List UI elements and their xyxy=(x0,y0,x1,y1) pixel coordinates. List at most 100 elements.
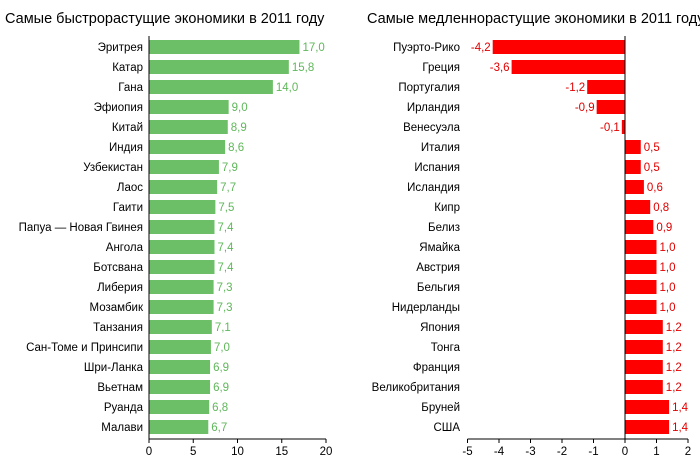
data-label: 6,7 xyxy=(211,422,227,434)
data-label: 1,2 xyxy=(666,362,682,374)
category-label: Вьетнам xyxy=(97,382,143,394)
chart-title: Самые быстрорастущие экономики в 2011 го… xyxy=(5,11,325,27)
category-label: Великобритания xyxy=(372,382,460,394)
x-axis-ticks: 0 5 10 15 20 xyxy=(146,439,333,458)
bar xyxy=(625,340,663,354)
tick-label: -1 xyxy=(588,446,598,458)
data-label: 7,5 xyxy=(218,202,234,214)
category-label: Бельгия xyxy=(417,282,460,294)
bar xyxy=(149,220,215,234)
data-label: 1,0 xyxy=(660,242,676,254)
category-label: Италия xyxy=(421,142,460,154)
bar xyxy=(149,80,273,94)
bar xyxy=(511,60,625,74)
data-label: 1,0 xyxy=(660,262,676,274)
category-label: Португалия xyxy=(398,82,460,94)
category-label: Индия xyxy=(109,142,143,154)
data-label: 6,8 xyxy=(212,402,228,414)
bar xyxy=(149,100,229,114)
category-label: Китай xyxy=(112,122,143,134)
tick-label: -5 xyxy=(462,446,472,458)
bar xyxy=(149,60,289,74)
bar xyxy=(149,280,214,294)
category-labels: Эритрея Катар Гана Эфиопия Китай Индия Узбекис… xyxy=(19,42,144,434)
data-label: 0,6 xyxy=(647,182,663,194)
tick-label: 10 xyxy=(231,446,244,458)
category-label: Испания xyxy=(414,162,460,174)
data-label: -1,2 xyxy=(565,82,585,94)
bar xyxy=(625,140,641,154)
category-label: Танзания xyxy=(93,322,143,334)
bar xyxy=(492,40,625,54)
category-label: Гаити xyxy=(113,202,143,214)
category-label: Нидерланды xyxy=(392,302,460,314)
bar xyxy=(149,200,216,214)
category-labels: Пуэрто-Рико Греция Португалия Ирландия Венес… xyxy=(372,42,461,434)
data-label: 7,1 xyxy=(215,322,231,334)
data-label: 1,0 xyxy=(660,282,676,294)
bar xyxy=(625,160,641,174)
data-label: 0,5 xyxy=(644,162,660,174)
data-label: 9,0 xyxy=(232,102,248,114)
bar xyxy=(625,220,654,234)
bar xyxy=(625,380,663,394)
bar xyxy=(149,420,209,434)
bar xyxy=(621,120,625,134)
bar xyxy=(149,340,211,354)
bar xyxy=(149,240,215,254)
category-label: Руанда xyxy=(104,402,144,414)
bar xyxy=(625,400,670,414)
category-label: Венесуэла xyxy=(403,122,461,134)
data-label: 0,8 xyxy=(653,202,669,214)
data-label: 15,8 xyxy=(292,62,314,74)
bar xyxy=(149,260,215,274)
category-label: Ямайка xyxy=(419,242,460,254)
chart-fastest-growing: Самые быстрорастущие экономики в 2011 го… xyxy=(5,11,332,458)
bars xyxy=(492,40,670,434)
category-label: Либерия xyxy=(97,282,143,294)
chart-title: Самые медленнорастущие экономики в 2011 … xyxy=(367,11,700,27)
bar xyxy=(149,380,211,394)
category-label: Малави xyxy=(101,422,143,434)
category-label: Мозамбик xyxy=(90,302,144,314)
data-label: -4,2 xyxy=(471,42,491,54)
bar xyxy=(149,320,212,334)
bars xyxy=(149,40,300,434)
bar xyxy=(625,200,651,214)
data-label: 6,9 xyxy=(213,362,229,374)
tick-label: -4 xyxy=(494,446,505,458)
data-label: 7,3 xyxy=(217,282,233,294)
category-label: Папуа — Новая Гвинея xyxy=(19,222,143,234)
data-label: 7,7 xyxy=(220,182,236,194)
bar xyxy=(625,240,657,254)
tick-label: 1 xyxy=(653,446,659,458)
data-label: 1,2 xyxy=(666,382,682,394)
tick-label: 20 xyxy=(320,446,333,458)
category-label: США xyxy=(433,422,460,434)
bar xyxy=(625,360,663,374)
category-label: Лаос xyxy=(117,182,143,194)
category-label: Белиз xyxy=(428,222,460,234)
data-label: 1,4 xyxy=(672,402,689,414)
data-label: 0,9 xyxy=(656,222,672,234)
data-label: 7,0 xyxy=(214,342,230,354)
data-labels: -4,2 -3,6 -1,2 -0,9 -0,1 0,5 0,5 0,6 0,8 0,9 1,0 1,… xyxy=(471,42,689,434)
data-label: 8,9 xyxy=(231,122,247,134)
chart-slowest-growing: Самые медленнорастущие экономики в 2011 … xyxy=(367,11,700,458)
data-label: -3,6 xyxy=(490,62,510,74)
category-label: Узбекистан xyxy=(83,162,143,174)
category-label: Ангола xyxy=(106,242,144,254)
bar xyxy=(149,40,300,54)
x-axis-ticks: -5 -4 -3 -2 -1 0 1 2 xyxy=(462,439,691,458)
data-label: 14,0 xyxy=(276,82,298,94)
data-label: -0,9 xyxy=(575,102,595,114)
data-label: 7,9 xyxy=(222,162,238,174)
bar xyxy=(625,180,644,194)
data-label: 7,4 xyxy=(217,262,234,274)
tick-label: 0 xyxy=(622,446,628,458)
data-label: -0,1 xyxy=(600,122,620,134)
bar xyxy=(149,140,226,154)
tick-label: 15 xyxy=(275,446,288,458)
data-label: 1,2 xyxy=(666,322,682,334)
